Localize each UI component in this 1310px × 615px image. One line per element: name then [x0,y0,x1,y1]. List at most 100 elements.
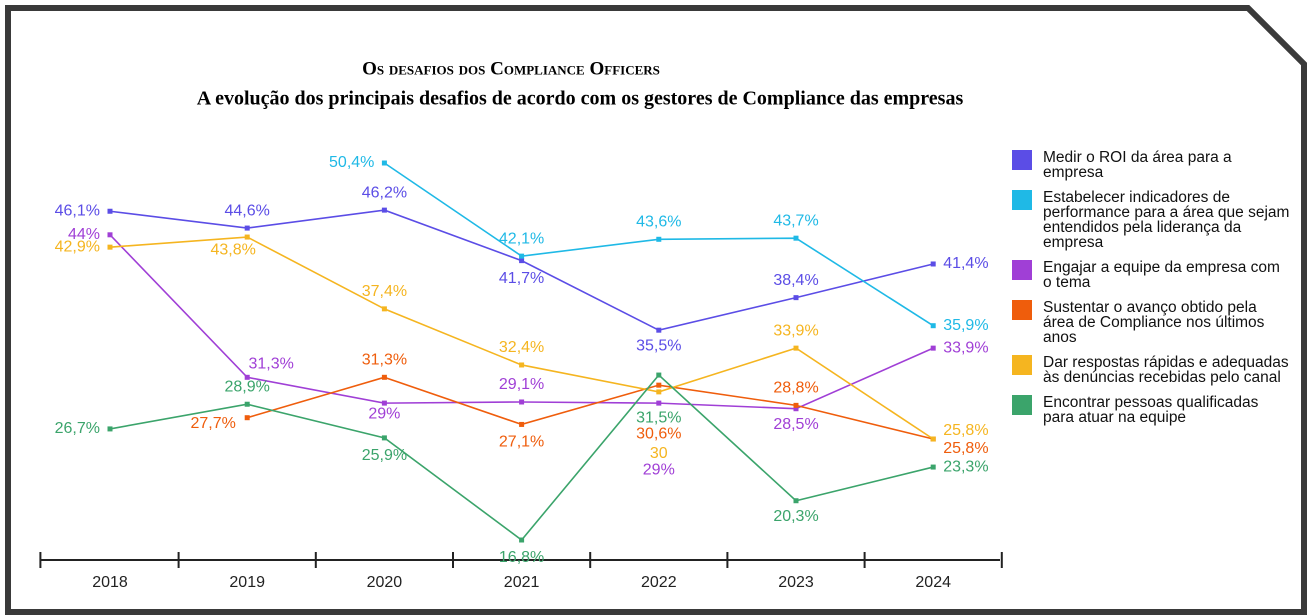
x-tick-label: 2019 [229,574,265,591]
data-label: 25,8% [943,422,988,439]
point [381,207,387,213]
legend-label: Engajar a equipe da empresa com o tema [1043,259,1280,291]
data-label: 29% [643,461,675,478]
point [930,464,936,470]
point [793,295,799,301]
point [107,232,113,238]
point [519,258,525,264]
point [107,208,113,214]
frame [5,5,1307,615]
point [107,426,113,432]
point [793,402,799,408]
data-label: 50,4% [329,154,374,171]
data-label: 29% [368,405,400,422]
point [930,345,936,351]
point [793,406,799,412]
data-label: 27,7% [191,415,236,432]
data-label: 35,9% [943,317,988,334]
legend-label: Estabelecer indicadores de performance p… [1043,189,1290,251]
data-label: 30 [650,445,668,462]
legend: Medir o ROI da área para a empresa Estabe… [1012,150,1292,435]
data-label: 35,5% [636,337,681,354]
legend-swatch [1012,395,1032,415]
legend-label: Sustentar o avanço obtido pela área de C… [1043,299,1265,346]
x-tick-label: 2024 [915,574,951,591]
legend-swatch [1012,355,1032,375]
data-label: 42,1% [499,230,544,247]
data-label: 31,3% [362,352,407,369]
data-label: 16,8% [499,549,544,566]
point [793,345,799,351]
point [381,160,387,166]
point [519,253,525,259]
x-tick-label: 2021 [504,574,540,591]
x-tick-label: 2020 [367,574,403,591]
data-label: 33,9% [943,339,988,356]
data-label: 31,3% [249,356,294,373]
data-label: 43,8% [211,241,256,258]
data-label: 28,5% [773,416,818,433]
legend-item: Encontrar pessoas qualificadas para atua… [1012,395,1292,425]
legend-item: Engajar a equipe da empresa com o tema [1012,260,1292,290]
legend-item: Dar respostas rápidas e adequadas às den… [1012,355,1292,385]
data-label: 41,4% [943,255,988,272]
point [793,498,799,504]
point [519,362,525,368]
point [656,236,662,242]
legend-label: Medir o ROI da área para a empresa [1043,149,1232,181]
data-label: 29,1% [499,376,544,393]
data-label: 43,6% [636,214,681,231]
point [519,537,525,543]
point [244,234,250,240]
legend-item: Sustentar o avanço obtido pela área de C… [1012,300,1292,345]
point [381,435,387,441]
legend-swatch [1012,260,1032,280]
legend-item: Medir o ROI da área para a empresa [1012,150,1292,180]
legend-label: Dar respostas rápidas e adequadas às den… [1043,354,1289,386]
point [793,235,799,241]
data-label: 20,3% [773,508,818,525]
point [519,399,525,405]
data-label: 44% [68,226,100,243]
data-label: 46,2% [362,184,407,201]
point [244,401,250,407]
data-label: 44,6% [225,202,270,219]
point [656,389,662,395]
legend-swatch [1012,300,1032,320]
data-label: 23,3% [943,458,988,475]
legend-label: Encontrar pessoas qualificadas para atua… [1043,394,1259,426]
point [381,374,387,380]
data-label: 28,9% [225,378,270,395]
point [244,374,250,380]
legend-item: Estabelecer indicadores de performance p… [1012,190,1292,250]
point [656,327,662,333]
data-label: 28,8% [773,380,818,397]
legend-swatch [1012,150,1032,170]
point [381,306,387,312]
point [519,421,525,427]
data-label: 31,5% [636,409,681,426]
point [381,400,387,406]
series-line [383,162,934,327]
point [656,372,662,378]
data-label: 38,4% [773,272,818,289]
point [656,382,662,388]
x-tick-label: 2018 [92,574,128,591]
chart-subtitle: A evolução dos principais desafios de ac… [197,88,964,110]
data-label: 32,4% [499,339,544,356]
data-label: 27,1% [499,434,544,451]
point [244,415,250,421]
data-label: 43,7% [773,212,818,229]
data-label: 37,4% [362,283,407,300]
data-label: 42,9% [55,238,100,255]
point [244,225,250,231]
point [107,244,113,250]
chart-title: Os desafios dos Compliance Officers [362,58,660,79]
point [930,436,936,442]
legend-swatch [1012,190,1032,210]
data-label: 33,9% [773,322,818,339]
data-label: 25,9% [362,447,407,464]
x-tick-label: 2023 [778,574,814,591]
x-tick-label: 2022 [641,574,677,591]
